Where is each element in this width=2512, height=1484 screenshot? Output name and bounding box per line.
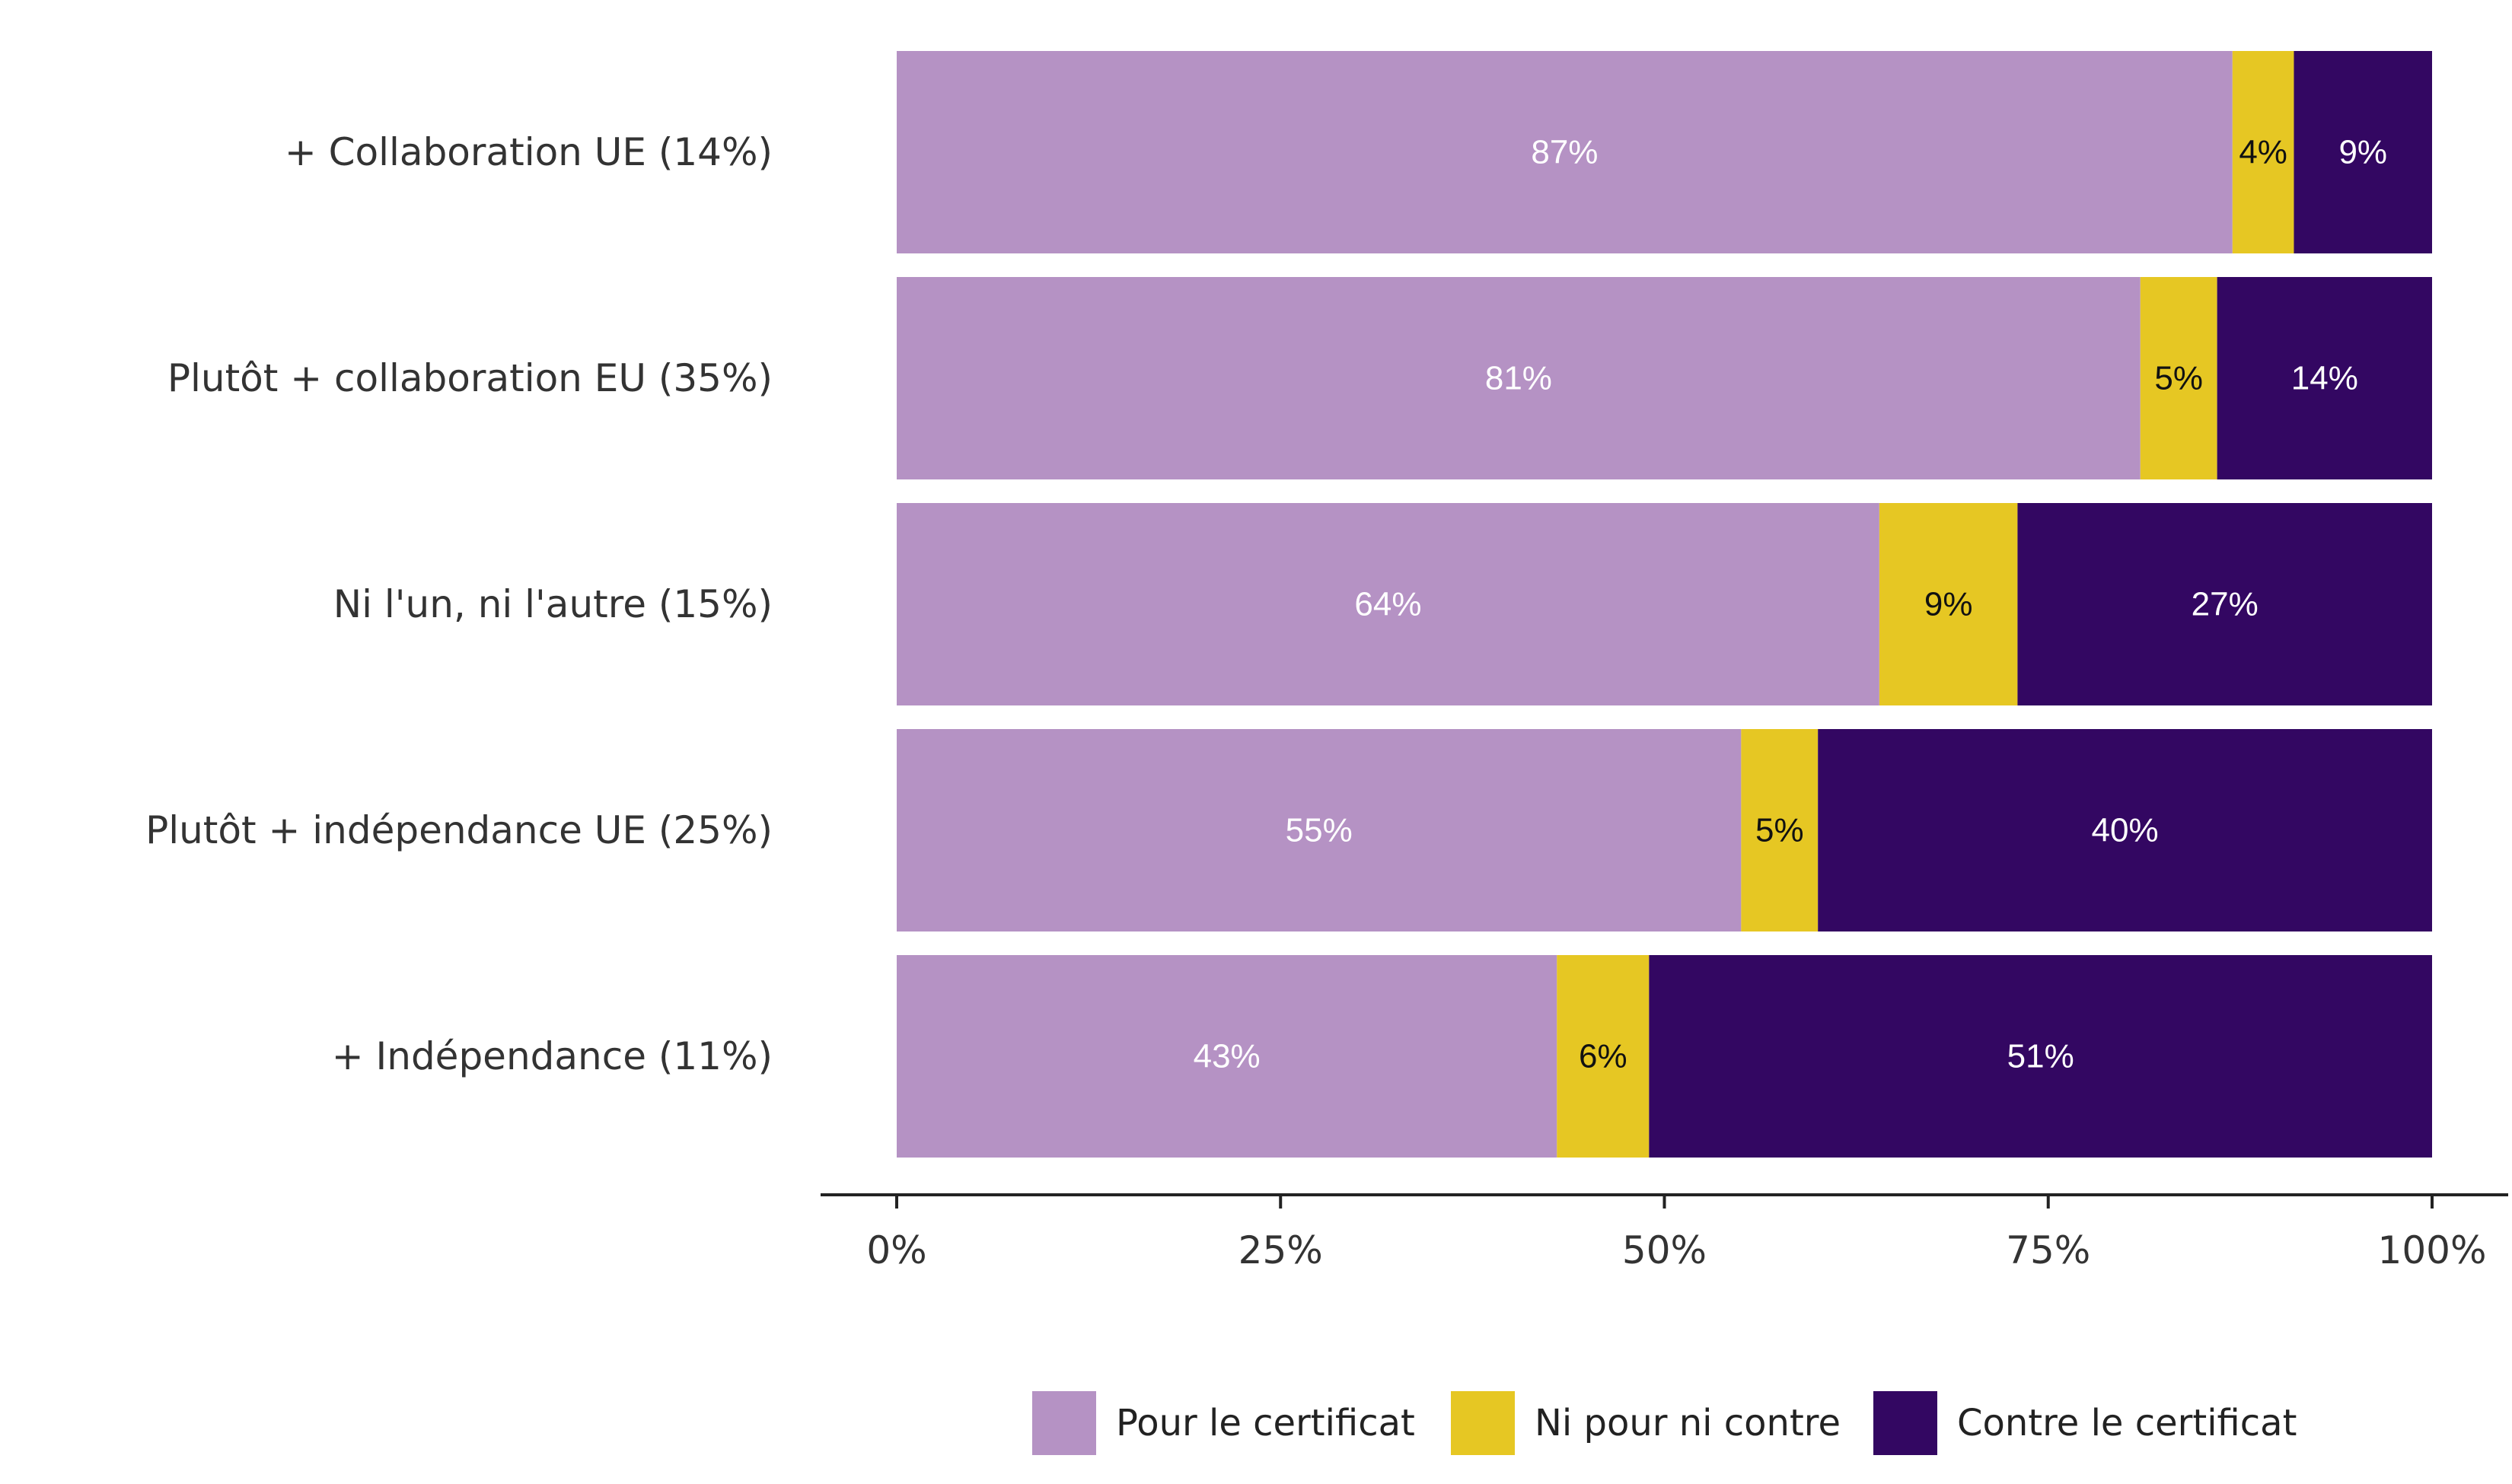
bar-segment xyxy=(1741,729,1819,931)
category-label: Ni l'un, ni l'autre (15%) xyxy=(333,582,773,626)
bar-segment xyxy=(2140,277,2217,479)
data-label: 4% xyxy=(2239,134,2287,171)
x-tick-label: 50% xyxy=(1622,1228,1707,1272)
legend-label: Ni pour ni contre xyxy=(1535,1402,1841,1444)
data-label: 64% xyxy=(1354,586,1421,623)
legend-swatch xyxy=(1451,1391,1515,1455)
category-label: + Collaboration UE (14%) xyxy=(285,130,773,174)
bar-segment xyxy=(897,955,1557,1158)
category-label: Plutôt + indépendance UE (25%) xyxy=(145,808,773,852)
bar-segment xyxy=(1649,955,2432,1158)
data-label: 87% xyxy=(1531,134,1598,171)
legend: Pour le certificat Ni pour ni contre Contr… xyxy=(1032,1391,2297,1455)
category-label: Plutôt + collaboration EU (35%) xyxy=(167,356,773,400)
bar-segment xyxy=(897,277,2141,479)
legend-label: Contre le certificat xyxy=(1957,1402,2297,1444)
x-tick-label: 25% xyxy=(1238,1228,1323,1272)
data-label: 40% xyxy=(2092,812,2159,849)
category-labels: + Collaboration UE (14%) Plutôt + collabo… xyxy=(145,130,773,1078)
bar-segment xyxy=(1557,955,1650,1158)
x-tick-label: 100% xyxy=(2378,1228,2487,1272)
legend-swatch xyxy=(1032,1391,1096,1455)
x-tick-label: 0% xyxy=(866,1228,926,1272)
data-label: 43% xyxy=(1194,1038,1261,1075)
legend-label: Pour le certificat xyxy=(1116,1402,1415,1444)
data-label: 9% xyxy=(1924,586,1973,623)
data-label: 5% xyxy=(1755,812,1804,849)
bar-segment xyxy=(2217,277,2432,479)
bar-segment xyxy=(897,503,1879,705)
bar-segment xyxy=(1818,729,2432,931)
data-label: 6% xyxy=(1579,1038,1627,1075)
bar-segment xyxy=(2294,51,2432,253)
category-label: + Indépendance (11%) xyxy=(332,1034,773,1078)
legend-swatch xyxy=(1873,1391,1937,1455)
bar-segment xyxy=(897,51,2233,253)
x-tick-label: 75% xyxy=(2006,1228,2090,1272)
x-axis: 0% 25% 50% 75% 100% xyxy=(821,1193,2508,1272)
data-label: 27% xyxy=(2192,586,2259,623)
data-label: 9% xyxy=(2338,134,2387,171)
bars: 87% 4% 9% 81% 5% 14% 64% 9% 27% 55% 5% 40% 43% 6% 51% xyxy=(897,51,2432,1158)
data-label: 55% xyxy=(1286,812,1353,849)
bar-segment xyxy=(2232,51,2294,253)
data-label: 14% xyxy=(2291,360,2358,397)
data-label: 81% xyxy=(1485,360,1552,397)
data-label: 5% xyxy=(2154,360,2203,397)
bar-segment xyxy=(2017,503,2432,705)
data-label: 51% xyxy=(2007,1038,2074,1075)
bar-segment xyxy=(897,729,1742,931)
bar-segment xyxy=(1879,503,2018,705)
